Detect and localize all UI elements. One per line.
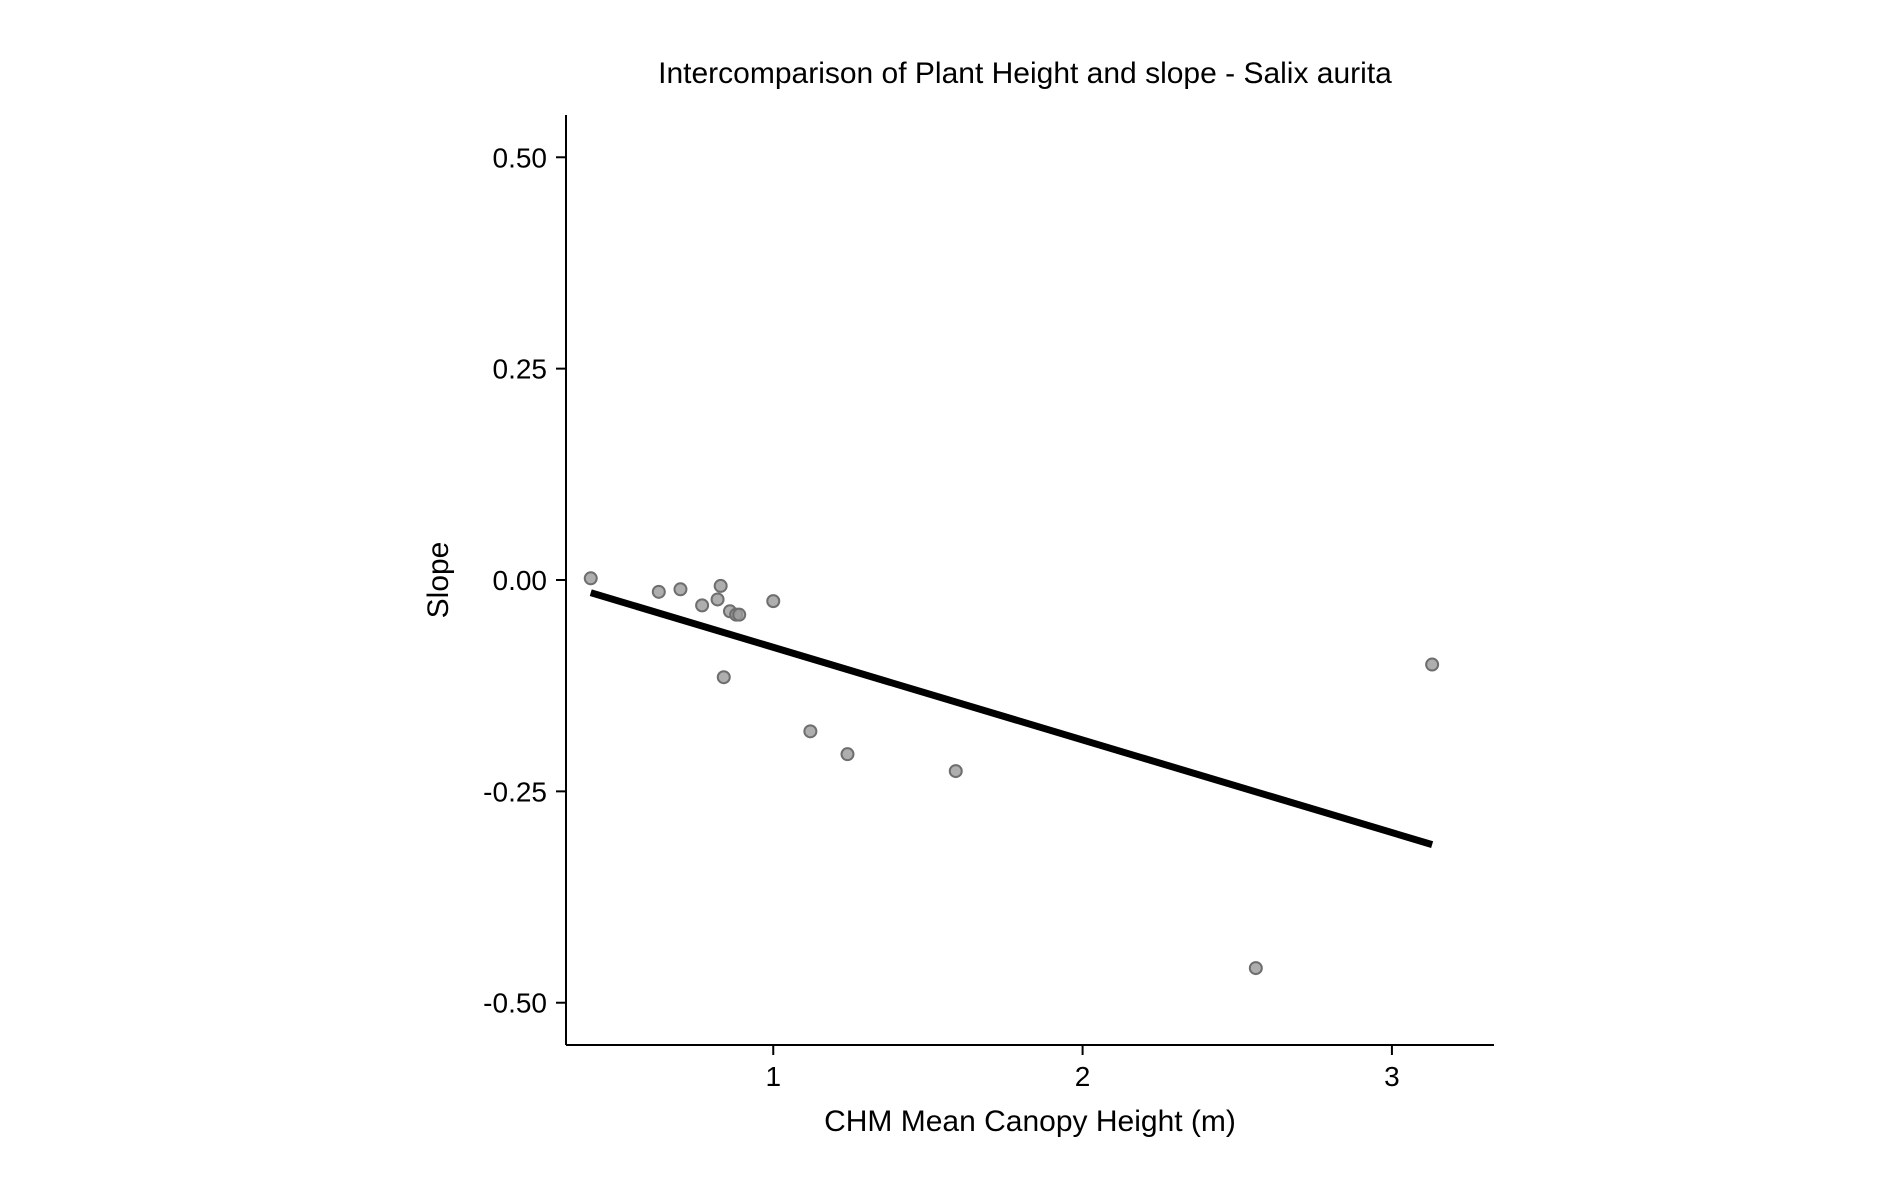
data-point-10 <box>766 594 781 609</box>
data-point-15 <box>1425 657 1440 672</box>
x-tick-label-0: 1 <box>765 1061 781 1092</box>
x-tick-label-1: 2 <box>1075 1061 1091 1092</box>
y-tick-label-2: 0.00 <box>493 565 548 596</box>
data-point-5 <box>713 578 728 593</box>
y-tick-label-4: -0.50 <box>483 988 547 1019</box>
plot-area: 1 2 3 0.50 0.25 0.00 -0.25 -0.50 <box>483 115 1494 1092</box>
y-tick-label-0: 0.50 <box>493 142 548 173</box>
x-tick-label-2: 3 <box>1384 1061 1400 1092</box>
data-point-0 <box>583 571 598 586</box>
x-axis-ticks: 1 2 3 <box>765 1045 1400 1092</box>
data-point-9 <box>732 607 747 622</box>
data-point-2 <box>673 582 688 597</box>
data-point-11 <box>803 724 818 739</box>
data-points <box>583 571 1440 976</box>
y-axis-title: Slope <box>422 542 455 619</box>
data-point-14 <box>1248 961 1263 976</box>
x-axis-title: CHM Mean Canopy Height (m) <box>824 1105 1236 1138</box>
data-point-3 <box>695 598 710 613</box>
y-tick-label-1: 0.25 <box>493 354 548 385</box>
y-axis-ticks: 0.50 0.25 0.00 -0.25 -0.50 <box>483 142 566 1019</box>
data-point-13 <box>948 764 963 779</box>
regression-line <box>589 589 1434 848</box>
data-point-6 <box>716 670 731 685</box>
chart-title: Intercomparison of Plant Height and slop… <box>658 57 1392 90</box>
data-point-1 <box>651 584 666 599</box>
data-point-12 <box>840 747 855 762</box>
y-tick-label-3: -0.25 <box>483 776 547 807</box>
data-point-4 <box>710 592 725 607</box>
